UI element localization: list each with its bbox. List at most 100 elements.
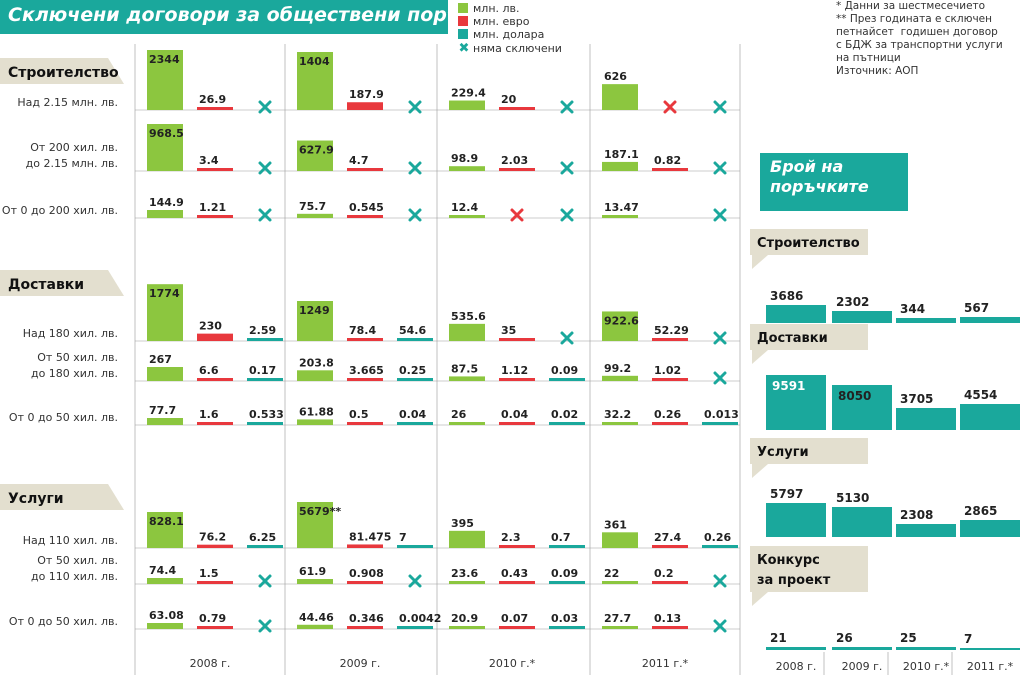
data-bar [499, 581, 535, 584]
data-label: 2.3 [501, 531, 521, 544]
data-bar [702, 545, 738, 548]
count-label: 26 [836, 631, 853, 645]
group-label-bg [0, 58, 108, 84]
group-label-tail [108, 270, 124, 296]
row-label: до 2.15 млн. лв. [26, 157, 118, 170]
data-label: 0.26 [654, 408, 681, 421]
data-label: 12.4 [451, 201, 478, 214]
count-group-label-tail [752, 464, 768, 478]
count-bar [832, 507, 892, 537]
row-label: От 0 до 50 хил. лв. [9, 411, 118, 424]
legend-item: млн. евро [458, 15, 529, 29]
group-label-bg [0, 270, 108, 296]
data-label: 229.4 [451, 87, 486, 100]
data-bar [449, 422, 485, 425]
count-bar [766, 375, 826, 430]
legend-label: млн. долара [473, 28, 545, 41]
data-label: 535.6 [451, 310, 486, 323]
data-label: 267 [149, 353, 172, 366]
data-label: 922.6 [604, 314, 639, 327]
data-label: 0.545 [349, 201, 384, 214]
count-bar [896, 408, 956, 430]
data-bar [147, 284, 183, 341]
data-bar [702, 422, 738, 425]
data-label: 626 [604, 70, 627, 83]
group-label-tail [108, 484, 124, 510]
count-label: 25 [900, 631, 917, 645]
count-label: 9591 [772, 379, 805, 393]
group-label: Доставки [8, 277, 84, 293]
data-label: 0.82 [654, 154, 681, 167]
data-label: 0.013 [704, 408, 739, 421]
count-bar [766, 305, 826, 323]
data-label: 0.17 [249, 364, 276, 377]
data-label: 32.2 [604, 408, 631, 421]
footnotes: * Данни за шестмесечието ** През годинат… [836, 0, 1003, 77]
data-label: 44.46 [299, 611, 334, 624]
data-bar [297, 140, 333, 171]
count-year-label: 2008 г. [776, 660, 817, 673]
count-label: 567 [964, 301, 989, 315]
count-label: 2302 [836, 295, 869, 309]
legend-label: млн. лв. [473, 2, 520, 15]
no-contracts-red-icon [663, 100, 677, 114]
data-label: 395 [451, 517, 474, 530]
data-bar [247, 338, 283, 341]
data-bar [652, 338, 688, 341]
data-label: 35 [501, 324, 516, 337]
data-label: 0.02 [551, 408, 578, 421]
data-label: 63.08 [149, 609, 184, 622]
data-bar [549, 626, 585, 629]
data-bar [602, 581, 638, 584]
data-bar [347, 338, 383, 341]
data-label: 0.04 [501, 408, 528, 421]
data-bar [449, 323, 485, 341]
data-bar [247, 378, 283, 381]
row-label: От 50 хил. лв. [37, 554, 118, 567]
no-contracts-icon [258, 208, 272, 222]
data-label: 0.03 [551, 612, 578, 625]
count-group-label: Доставки [757, 331, 828, 346]
data-bar [297, 502, 333, 548]
count-bar [896, 647, 956, 650]
no-contracts-icon [713, 371, 727, 385]
data-label: 6.25 [249, 531, 276, 544]
data-bar [197, 544, 233, 548]
no-contracts-icon [713, 619, 727, 633]
no-contracts-icon [713, 161, 727, 175]
data-bar [197, 378, 233, 381]
data-label: 1774 [149, 287, 180, 300]
year-label: 2011 г.* [642, 657, 689, 670]
data-label: 203.8 [299, 356, 334, 369]
data-bar [297, 301, 333, 341]
data-bar [449, 166, 485, 171]
no-contracts-icon [258, 619, 272, 633]
count-bar [896, 524, 956, 537]
data-bar [247, 545, 283, 548]
count-bar [960, 520, 1020, 537]
data-label: 0.09 [551, 364, 578, 377]
data-label: 0.26 [704, 531, 731, 544]
no-contracts-icon [408, 161, 422, 175]
chart-title: Сключени договори за обществени поръчки [8, 4, 501, 26]
count-label: 2308 [900, 508, 933, 522]
data-bar [449, 581, 485, 584]
data-bar [602, 626, 638, 629]
data-bar [347, 168, 383, 171]
data-label: 81.475 [349, 530, 391, 543]
data-label: 27.4 [654, 531, 681, 544]
row-label: Над 110 хил. лв. [23, 534, 118, 547]
data-label: 1.02 [654, 364, 681, 377]
year-label: 2009 г. [340, 657, 381, 670]
data-label: 77.7 [149, 404, 176, 417]
group-label: Строителство [8, 65, 119, 81]
data-label: 98.9 [451, 152, 478, 165]
data-bar [652, 168, 688, 171]
data-label: 13.47 [604, 201, 639, 214]
data-label: 0.346 [349, 612, 384, 625]
row-label: Над 2.15 млн. лв. [17, 96, 118, 109]
count-group-label: Строителство [757, 236, 860, 251]
no-contracts-icon [713, 331, 727, 345]
year-label: 2010 г.* [489, 657, 536, 670]
count-label: 5797 [770, 487, 803, 501]
